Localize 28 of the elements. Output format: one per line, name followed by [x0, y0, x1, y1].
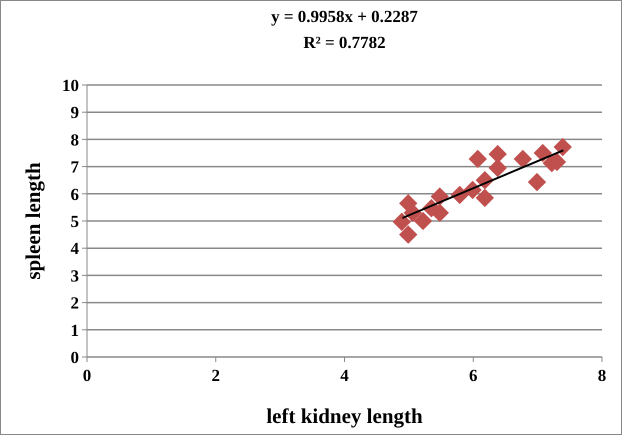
- y-tick-label: 8: [70, 130, 79, 150]
- chart-title: y = 0.9958x + 0.2287: [271, 7, 418, 26]
- y-tick-label: 4: [70, 239, 80, 258]
- x-tick-label: 2: [212, 366, 220, 385]
- point: [514, 150, 532, 168]
- chart-subtitle: R² = 0.7782: [303, 33, 386, 52]
- point: [392, 212, 411, 231]
- y-tick-label: 9: [70, 103, 79, 122]
- x-tick-label: 4: [340, 366, 350, 385]
- y-tick-label: 6: [70, 184, 79, 204]
- point: [528, 172, 546, 192]
- y-tick-label: 5: [70, 212, 79, 231]
- y-axis-title: spleen length: [21, 162, 45, 280]
- point: [399, 225, 418, 244]
- y-tick-label: 0: [70, 348, 79, 367]
- x-axis-title: left kidney length: [266, 404, 423, 428]
- x-tick-label: 8: [598, 366, 606, 385]
- y-tick-label: 10: [62, 76, 79, 95]
- x-tick-label: 6: [469, 366, 478, 385]
- point: [414, 212, 432, 230]
- point: [476, 188, 494, 208]
- y-tick-label: 1: [70, 320, 79, 340]
- y-tick-label: 3: [70, 266, 79, 286]
- x-tick-label: 0: [82, 366, 92, 385]
- y-tick-label: 2: [70, 294, 79, 313]
- point: [468, 150, 487, 168]
- point: [554, 138, 572, 156]
- y-tick-label: 7: [70, 158, 80, 177]
